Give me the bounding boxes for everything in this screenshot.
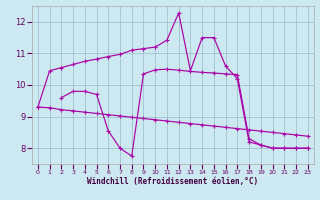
X-axis label: Windchill (Refroidissement éolien,°C): Windchill (Refroidissement éolien,°C) (87, 177, 258, 186)
